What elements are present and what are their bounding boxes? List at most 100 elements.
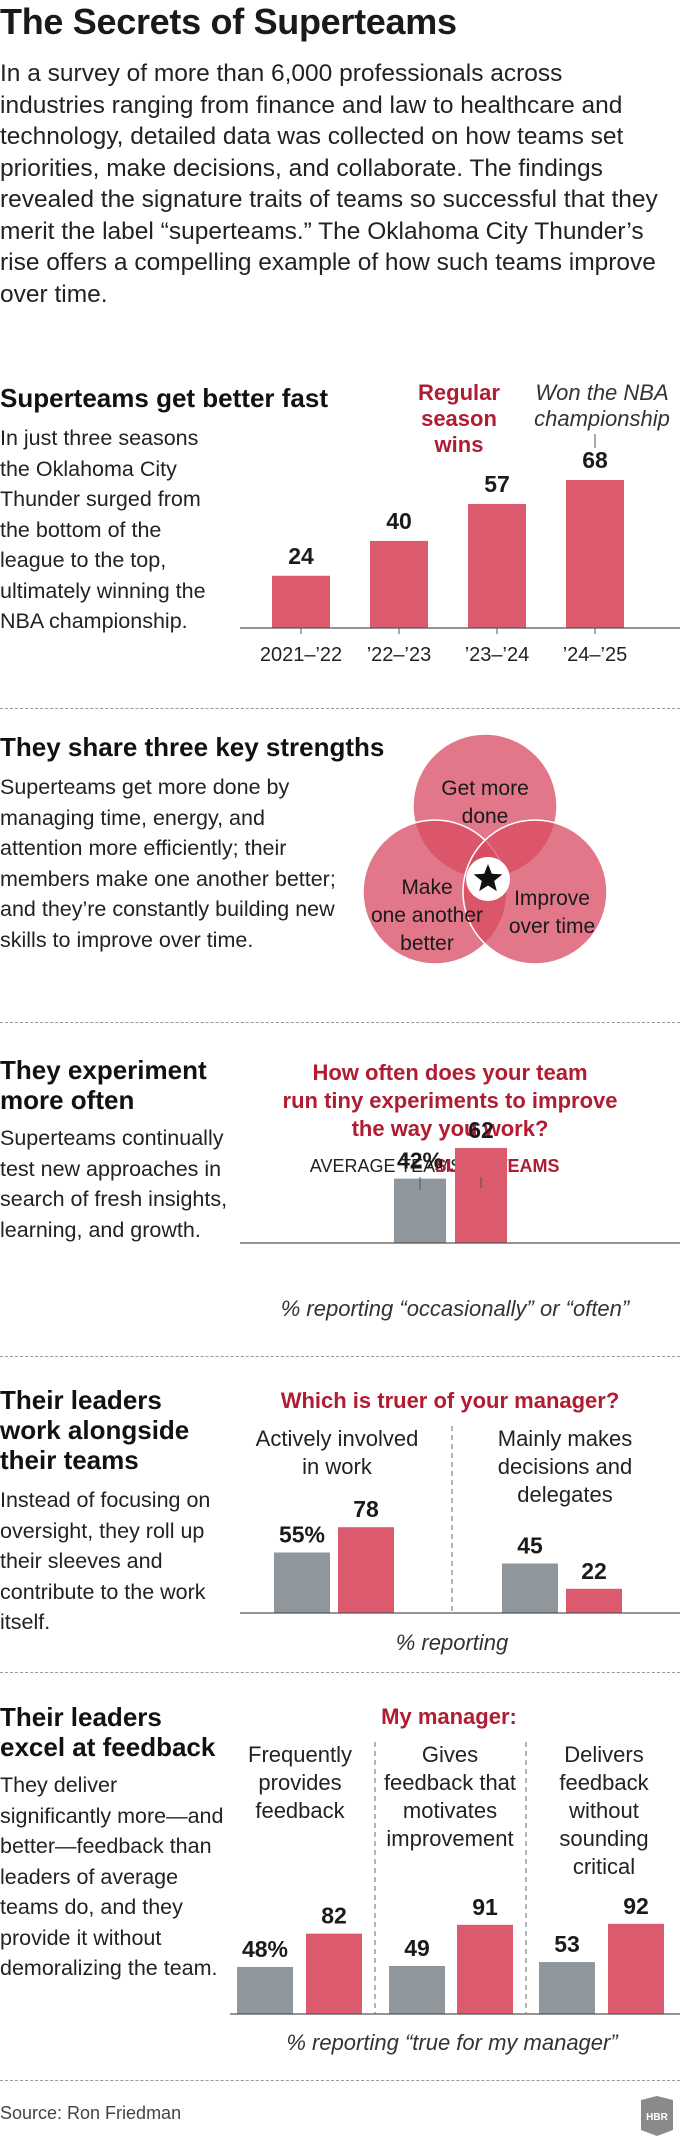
x-tick-label: ’23–’24	[465, 644, 530, 666]
svg-text:HBR: HBR	[646, 2112, 668, 2123]
bar-average-teams	[274, 1552, 330, 1613]
bar-value-label: 53	[554, 1931, 580, 1957]
bar-value-label: 57	[484, 471, 510, 497]
bar-superteams	[457, 1924, 513, 2014]
bar-superteams	[455, 1148, 507, 1243]
bar-value-label: 82	[321, 1903, 347, 1929]
bar-superteams	[338, 1527, 394, 1613]
bar-2021–’22	[272, 575, 330, 628]
section-divider	[0, 708, 680, 709]
section-heading-leaders-work: Their leaders work alongside their teams	[0, 1385, 190, 1475]
group-label: feedback	[559, 1770, 649, 1795]
x-tick-label: 2021–’22	[260, 644, 342, 666]
chart-title: run tiny experiments to improve	[283, 1088, 618, 1113]
chart-title: wins	[434, 432, 484, 457]
bar-’23–’24	[468, 503, 526, 628]
bar-superteams	[306, 1933, 362, 2014]
bar-superteams	[608, 1923, 664, 2014]
group-label: feedback that	[384, 1770, 516, 1795]
legend-average-teams: AVERAGE TEAMS	[310, 1156, 462, 1176]
group-label: decisions and	[498, 1454, 633, 1479]
manager-feedback-bar-chart: My manager: Frequently provides feedback 48%…	[230, 1704, 680, 2055]
venn-label-top: done	[462, 805, 509, 828]
bar-value-label: 55%	[279, 1522, 325, 1548]
section-body-strengths: Superteams get more done by managing tim…	[0, 775, 336, 952]
bar-value-label: 40	[386, 508, 412, 534]
venn-label-left: better	[400, 932, 454, 955]
group-label: Delivers	[564, 1742, 643, 1767]
group-label: Actively involved	[256, 1426, 419, 1451]
intro-paragraph: In a survey of more than 6,000 professio…	[0, 60, 658, 308]
bar-value-label: 78	[353, 1496, 379, 1522]
star-icon	[473, 864, 503, 892]
chart-title: How often does your team	[312, 1060, 587, 1085]
group-label: Gives	[422, 1742, 478, 1767]
bar-value-label: 24	[288, 543, 314, 569]
group-label: feedback	[255, 1798, 345, 1823]
bar-average-teams	[389, 1965, 445, 2014]
bar-value-label: 68	[582, 447, 608, 473]
section-divider	[0, 1356, 680, 1357]
group-label: delegates	[517, 1482, 612, 1507]
venn-label-left: Make	[401, 876, 452, 899]
section-heading-better-fast: Superteams get better fast	[0, 383, 328, 413]
chart-title: Regular	[418, 380, 500, 405]
group-label: without	[568, 1798, 639, 1823]
group-label: motivates	[403, 1798, 497, 1823]
strengths-venn-diagram: Get more done Make one another better Improve…	[362, 733, 608, 965]
venn-label-right: over time	[509, 915, 595, 938]
section-body-experiment: Superteams continually test new approach…	[0, 1126, 228, 1242]
section-heading-feedback: Their leaders excel at feedback	[0, 1702, 216, 1762]
bar-value-label: 48%	[242, 1936, 288, 1962]
chart-caption: % reporting “occasionally” or “often”	[281, 1296, 631, 1321]
bar-value-label: 91	[472, 1894, 498, 1920]
bar-value-label: 49	[404, 1935, 430, 1961]
section-body-feedback: They deliver significantly more—and bett…	[0, 1773, 224, 1980]
page-title: The Secrets of Superteams	[0, 1, 457, 42]
bar-’22–’23	[370, 540, 428, 628]
group-label: Mainly makes	[498, 1426, 632, 1451]
section-body-better-fast: In just three seasons the Oklahoma City …	[0, 426, 206, 633]
venn-label-top: Get more	[441, 777, 529, 800]
venn-circle-right	[462, 819, 608, 965]
bar-value-label: 62	[468, 1117, 494, 1143]
championship-annotation: Won the NBA	[535, 380, 668, 405]
bar-average-teams	[237, 1966, 293, 2014]
bar-’24–’25	[566, 480, 624, 628]
bar-value-label: 92	[623, 1893, 649, 1919]
group-label: in work	[302, 1454, 373, 1479]
group-label: Frequently	[248, 1742, 352, 1767]
chart-title: season	[421, 406, 497, 431]
chart-title: My manager:	[381, 1704, 517, 1729]
section-body-leaders-work: Instead of focusing on oversight, they r…	[0, 1488, 211, 1634]
bar-value-label: 42%	[397, 1148, 443, 1174]
group-label: sounding	[559, 1826, 648, 1851]
section-divider	[0, 1672, 680, 1673]
championship-annotation: championship	[534, 406, 670, 431]
group-label: provides	[258, 1770, 341, 1795]
chart-caption: % reporting “true for my manager”	[286, 2030, 619, 2055]
chart-title: Which is truer of your manager?	[281, 1388, 620, 1413]
bar-superteams	[566, 1588, 622, 1613]
bar-value-label: 22	[581, 1558, 607, 1584]
section-heading-strengths: They share three key strengths	[0, 732, 385, 762]
hbr-logo-icon: HBR	[641, 2096, 673, 2136]
bar-average-teams	[502, 1563, 558, 1613]
source-credit: Source: Ron Friedman	[0, 2103, 182, 2123]
venn-label-left: one another	[371, 904, 483, 927]
bar-value-label: 45	[517, 1533, 543, 1559]
group-label: improvement	[386, 1826, 513, 1851]
section-heading-experiment: They experiment more often	[0, 1055, 207, 1115]
bar-average-teams	[539, 1962, 595, 2014]
chart-caption: % reporting	[396, 1630, 509, 1655]
x-tick-label: ’24–’25	[563, 644, 628, 666]
venn-label-right: Improve	[514, 887, 590, 910]
manager-involvement-bar-chart: Which is truer of your manager? Actively …	[240, 1388, 680, 1655]
section-divider	[0, 1022, 680, 1023]
section-divider	[0, 2080, 680, 2081]
x-tick-label: ’22–’23	[367, 644, 432, 666]
group-label: critical	[573, 1854, 635, 1879]
chart-title: the way you work?	[352, 1116, 549, 1141]
experiments-bar-chart: How often does your team run tiny experim…	[240, 1060, 680, 1321]
